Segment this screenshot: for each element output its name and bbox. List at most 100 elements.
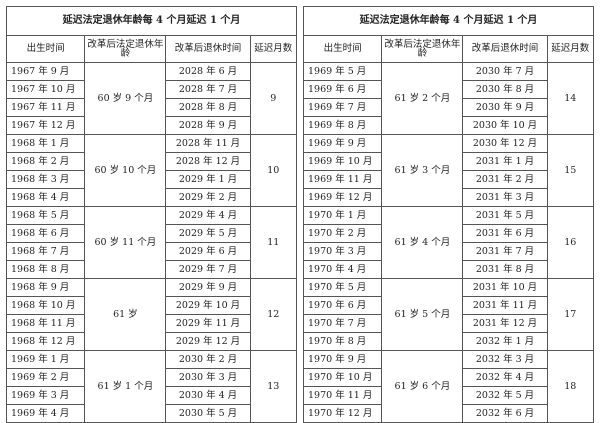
- retirement-age: 60 岁 11 个月: [84, 206, 167, 279]
- column-header: 延迟月数: [546, 35, 595, 63]
- retirement-age: 61 岁 5 个月: [381, 278, 464, 351]
- retirement-table: 延迟法定退休年龄每 4 个月延迟 1 个月 出生时间 改革后法定退休年龄 改革后退休时…: [302, 6, 595, 423]
- birth-date: 1968 年 2 月: [5, 152, 86, 171]
- retirement-table: 延迟法定退休年龄每 4 个月延迟 1 个月 出生时间 改革后法定退休年龄 改革后退休时…: [5, 6, 298, 423]
- birth-date: 1968 年 3 月: [5, 170, 86, 189]
- birth-date: 1970 年 6 月: [302, 296, 383, 315]
- birth-date: 1968 年 5 月: [5, 206, 86, 225]
- table-row: 1968 年 1 月 60 岁 10 个月 2028 年 11 月 10: [5, 134, 298, 207]
- table-row: 1970 年 6 月 2031 年 11 月: [302, 296, 594, 315]
- delay-months: 10: [249, 134, 298, 207]
- retirement-date: 2029 年 7 月: [165, 260, 251, 279]
- table-title: 延迟法定退休年龄每 4 个月延迟 1 个月: [6, 6, 297, 36]
- table-row: 1968 年 11 月 2029 年 11 月: [5, 314, 297, 333]
- delay-months: 17: [546, 278, 595, 351]
- birth-date: 1969 年 12 月: [302, 188, 383, 207]
- retirement-date: 2031 年 1 月: [462, 152, 548, 171]
- document: 延迟法定退休年龄每 4 个月延迟 1 个月 出生时间 改革后法定退休年龄 改革后退休时…: [5, 6, 595, 423]
- table-row: 1970 年 5 月 61 岁 5 个月 2031 年 10 月 17: [302, 278, 595, 351]
- birth-date: 1970 年 7 月: [302, 314, 383, 333]
- retirement-date: 2029 年 10 月: [165, 296, 251, 315]
- retirement-date: 2028 年 7 月: [165, 80, 251, 99]
- birth-date: 1969 年 8 月: [302, 116, 383, 135]
- table-row: 1968 年 2 月 2028 年 12 月: [5, 152, 297, 171]
- retirement-age: 61 岁 2 个月: [381, 62, 464, 135]
- retirement-date: 2028 年 11 月: [165, 134, 251, 153]
- retirement-date: 2032 年 5 月: [462, 386, 548, 405]
- retirement-age: 61 岁 6 个月: [381, 350, 464, 423]
- table-row: 1968 年 4 月 2029 年 2 月: [5, 188, 297, 207]
- retirement-date: 2028 年 8 月: [165, 98, 251, 117]
- birth-date: 1970 年 1 月: [302, 206, 383, 225]
- birth-date: 1968 年 4 月: [5, 188, 86, 207]
- retirement-date: 2030 年 3 月: [165, 368, 251, 387]
- birth-date: 1968 年 1 月: [5, 134, 86, 153]
- birth-date: 1968 年 8 月: [5, 260, 86, 279]
- column-header: 出生时间: [302, 35, 383, 63]
- retirement-age: 61 岁 4 个月: [381, 206, 464, 279]
- table-row: 1969 年 11 月 2031 年 2 月: [302, 170, 594, 189]
- header-row: 出生时间 改革后法定退休年龄 改革后退休时间 延迟月数: [5, 35, 298, 63]
- table-row: 1967 年 11 月 2028 年 8 月: [5, 98, 297, 117]
- table-row: 1970 年 9 月 61 岁 6 个月 2032 年 3 月 18: [302, 350, 595, 423]
- table-row: 1969 年 7 月 2030 年 9 月: [302, 98, 594, 117]
- table-row: 1968 年 8 月 2029 年 7 月: [5, 260, 297, 279]
- delay-months: 13: [249, 350, 298, 423]
- retirement-date: 2031 年 11 月: [462, 296, 548, 315]
- table-row: 1969 年 8 月 2030 年 10 月: [302, 116, 594, 135]
- header-row: 出生时间 改革后法定退休年龄 改革后退休时间 延迟月数: [302, 35, 595, 63]
- birth-date: 1968 年 6 月: [5, 224, 86, 243]
- retirement-age: 60 岁 10 个月: [84, 134, 167, 207]
- title-row: 延迟法定退休年龄每 4 个月延迟 1 个月: [6, 6, 297, 36]
- birth-date: 1969 年 11 月: [302, 170, 383, 189]
- birth-date: 1968 年 10 月: [5, 296, 86, 315]
- column-header: 改革后退休时间: [462, 35, 548, 63]
- retirement-date: 2029 年 5 月: [165, 224, 251, 243]
- birth-date: 1968 年 9 月: [5, 278, 86, 297]
- birth-date: 1967 年 9 月: [5, 62, 86, 81]
- retirement-date: 2029 年 2 月: [165, 188, 251, 207]
- retirement-date: 2029 年 12 月: [165, 332, 251, 351]
- retirement-date: 2029 年 4 月: [165, 206, 251, 225]
- table-row: 1969 年 5 月 61 岁 2 个月 2030 年 7 月 14: [302, 62, 595, 135]
- delay-months: 11: [249, 206, 298, 279]
- table-row: 1968 年 3 月 2029 年 1 月: [5, 170, 297, 189]
- retirement-date: 2030 年 8 月: [462, 80, 548, 99]
- delay-months: 18: [546, 350, 595, 423]
- birth-date: 1969 年 1 月: [5, 350, 86, 369]
- retirement-date: 2030 年 5 月: [165, 404, 251, 423]
- retirement-age: 61 岁: [84, 278, 167, 351]
- retirement-date: 2030 年 2 月: [165, 350, 251, 369]
- retirement-date: 2029 年 11 月: [165, 314, 251, 333]
- retirement-date: 2029 年 9 月: [165, 278, 251, 297]
- delay-months: 14: [546, 62, 595, 135]
- retirement-date: 2031 年 7 月: [462, 242, 548, 261]
- retirement-date: 2030 年 4 月: [165, 386, 251, 405]
- birth-date: 1968 年 7 月: [5, 242, 86, 261]
- birth-date: 1967 年 10 月: [5, 80, 86, 99]
- birth-date: 1970 年 12 月: [302, 404, 383, 423]
- retirement-age: 60 岁 9 个月: [84, 62, 167, 135]
- column-header: 改革后退休时间: [165, 35, 251, 63]
- title-row: 延迟法定退休年龄每 4 个月延迟 1 个月: [303, 6, 594, 36]
- birth-date: 1970 年 4 月: [302, 260, 383, 279]
- table-row: 1970 年 1 月 61 岁 4 个月 2031 年 5 月 16: [302, 206, 595, 279]
- retirement-date: 2031 年 8 月: [462, 260, 548, 279]
- table-row: 1970 年 3 月 2031 年 7 月: [302, 242, 594, 261]
- retirement-date: 2031 年 2 月: [462, 170, 548, 189]
- retirement-date: 2030 年 12 月: [462, 134, 548, 153]
- retirement-date: 2029 年 6 月: [165, 242, 251, 261]
- retirement-date: 2028 年 9 月: [165, 116, 251, 135]
- retirement-date: 2031 年 12 月: [462, 314, 548, 333]
- table-row: 1967 年 10 月 2028 年 7 月: [5, 80, 297, 99]
- table-row: 1969 年 9 月 61 岁 3 个月 2030 年 12 月 15: [302, 134, 595, 207]
- delay-months: 9: [249, 62, 298, 135]
- birth-date: 1970 年 11 月: [302, 386, 383, 405]
- birth-date: 1970 年 8 月: [302, 332, 383, 351]
- table-row: 1970 年 4 月 2031 年 8 月: [302, 260, 594, 279]
- birth-date: 1968 年 11 月: [5, 314, 86, 333]
- retirement-date: 2030 年 7 月: [462, 62, 548, 81]
- table-row: 1968 年 9 月 61 岁 2029 年 9 月 12: [5, 278, 298, 351]
- table-row: 1968 年 12 月 2029 年 12 月: [5, 332, 297, 351]
